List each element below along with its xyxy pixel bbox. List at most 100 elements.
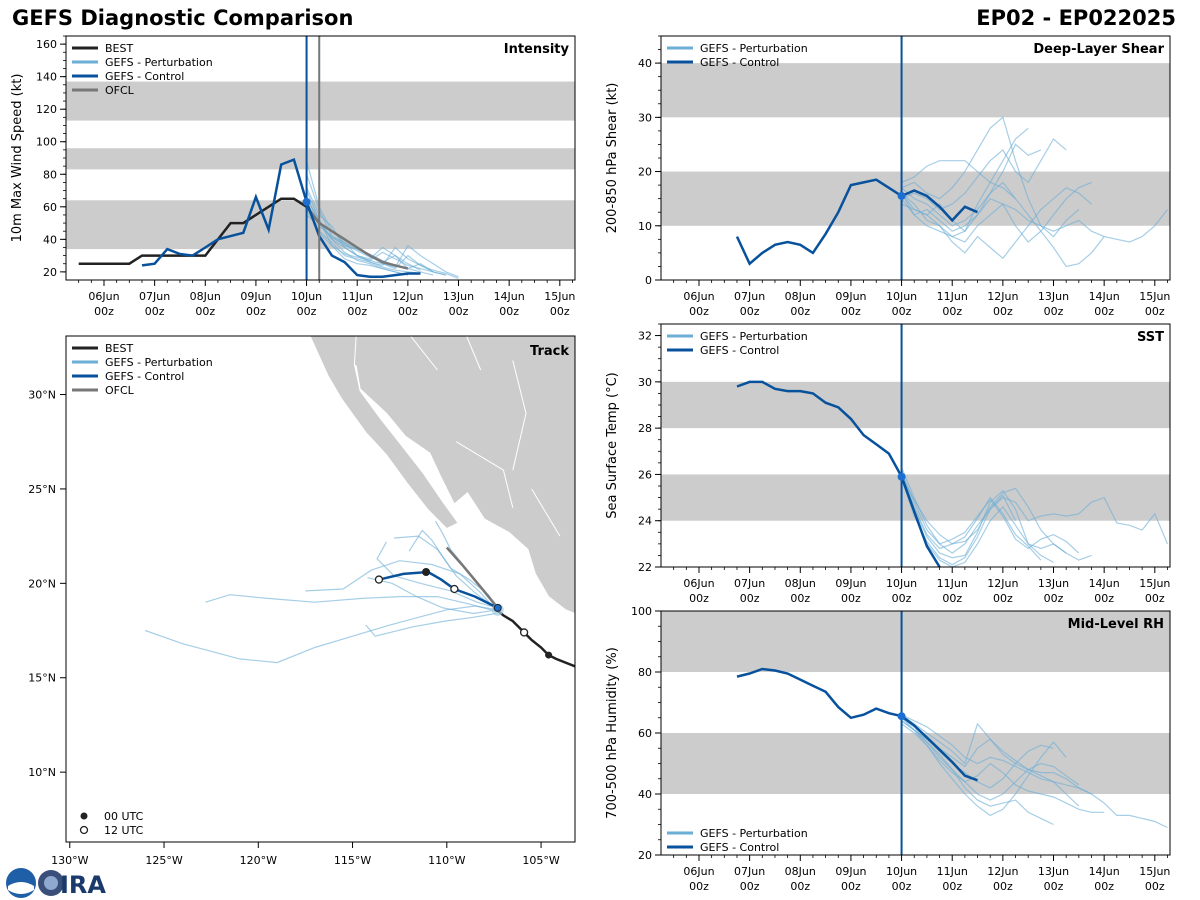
rh-x-tick-day: 08Jun xyxy=(785,865,816,878)
rh-y-tick-label: 60 xyxy=(638,727,652,740)
intensity-threshold-band xyxy=(66,148,575,170)
rh-legend-entry: GEFS - Control xyxy=(667,841,779,854)
cira-logo: IRA xyxy=(6,868,106,899)
rh-x-tick-day: 09Jun xyxy=(835,865,866,878)
shear-x-tick-hour: 00z xyxy=(740,305,760,318)
rh-x-tick-day: 07Jun xyxy=(734,865,765,878)
shear-plot-area xyxy=(661,36,1170,280)
sst-x-tick-hour: 00z xyxy=(689,592,709,605)
intensity-x-tick-day: 09Jun xyxy=(240,290,271,303)
rh-perturbation-line xyxy=(901,723,1105,813)
intensity-x-tick-hour: 00z xyxy=(449,305,469,318)
shear-y-tick-label: 30 xyxy=(638,111,652,124)
intensity-panel-title: Intensity xyxy=(504,42,570,57)
track-perturbation-line xyxy=(145,605,498,664)
sst-x-tick-day: 07Jun xyxy=(734,577,765,590)
track-ofcl-line xyxy=(445,546,499,609)
shear-x-tick-hour: 00z xyxy=(790,305,810,318)
rh-x-tick-day: 13Jun xyxy=(1038,865,1069,878)
shear-perturbation-line xyxy=(901,116,1080,238)
state-border xyxy=(409,336,438,371)
shear-x-tick-hour: 00z xyxy=(892,305,912,318)
marker-legend-swatch xyxy=(79,825,89,835)
shear-x-tick-hour: 00z xyxy=(993,305,1013,318)
intensity-perturbation-line xyxy=(306,214,459,279)
intensity-best-line xyxy=(78,197,321,265)
sst-plot-area xyxy=(661,324,1170,567)
sst-legend-entry: GEFS - Perturbation xyxy=(667,330,808,343)
track-x-tick-label: 110°W xyxy=(428,854,465,867)
intensity-perturbation-line xyxy=(306,187,434,276)
shear-perturbation-line xyxy=(901,160,1016,200)
legend-label: GEFS - Perturbation xyxy=(700,330,808,343)
shear-control-line xyxy=(735,178,978,266)
intensity-y-axis-label: 10m Max Wind Speed (kt) xyxy=(10,74,25,243)
track-best-00z-marker xyxy=(545,651,553,659)
track-y-tick-label: 10°N xyxy=(28,766,56,779)
shear-perturbation-line xyxy=(901,138,1067,211)
sst-y-tick-label: 26 xyxy=(638,468,652,481)
shear-init-point xyxy=(897,191,906,200)
track-y-tick-label: 15°N xyxy=(28,672,56,685)
intensity-plot-area xyxy=(66,36,575,280)
shear-x-tick-day: 07Jun xyxy=(734,290,765,303)
legend-label: BEST xyxy=(105,42,133,55)
rh-panel-title: Mid-Level RH xyxy=(1068,617,1164,632)
track-control-00z-marker xyxy=(493,603,502,612)
intensity-y-tick-label: 40 xyxy=(43,233,57,246)
track-legend-entry: GEFS - Perturbation xyxy=(72,356,213,369)
shear-legend-entry: GEFS - Control xyxy=(667,56,779,69)
rh-x-tick-hour: 00z xyxy=(1044,880,1064,893)
legend-label: GEFS - Control xyxy=(105,370,184,383)
intensity-control-line xyxy=(141,157,421,278)
noaa-wave-icon xyxy=(8,882,34,894)
intensity-x-tick-day: 08Jun xyxy=(190,290,221,303)
sst-x-tick-hour: 00z xyxy=(1094,592,1114,605)
rh-perturbation-line xyxy=(901,717,1067,817)
track-x-tick-label: 120°W xyxy=(240,854,277,867)
sst-frame xyxy=(660,323,1171,568)
sst-x-tick-day: 14Jun xyxy=(1089,577,1120,590)
shear-x-tick-day: 14Jun xyxy=(1089,290,1120,303)
sst-y-axis-label: Sea Surface Temp (°C) xyxy=(605,372,620,519)
sst-x-tick-hour: 00z xyxy=(790,592,810,605)
track-y-tick-label: 25°N xyxy=(28,483,56,496)
intensity-y-tick-label: 100 xyxy=(36,136,57,149)
track-x-tick-label: 115°W xyxy=(334,854,371,867)
track-legend-entry: BEST xyxy=(72,342,133,355)
sst-legend-entry: GEFS - Control xyxy=(667,344,779,357)
rh-perturbation-line xyxy=(901,714,1092,795)
rh-x-tick-hour: 00z xyxy=(942,880,962,893)
shear-panel-title: Deep-Layer Shear xyxy=(1033,42,1164,57)
sst-x-tick-day: 12Jun xyxy=(987,577,1018,590)
sst-x-tick-day: 11Jun xyxy=(937,577,968,590)
sst-x-tick-hour: 00z xyxy=(740,592,760,605)
marker-legend-label: 00 UTC xyxy=(104,810,144,823)
intensity-legend-entry: GEFS - Control xyxy=(72,70,184,83)
intensity-y-tick-label: 80 xyxy=(43,168,57,181)
sst-x-tick-day: 15Jun xyxy=(1139,577,1170,590)
sst-y-tick-label: 28 xyxy=(638,422,652,435)
state-border xyxy=(455,441,514,508)
shear-x-tick-day: 06Jun xyxy=(683,290,714,303)
cira-globe-inner-icon xyxy=(44,876,58,890)
shear-y-tick-label: 40 xyxy=(638,57,652,70)
rh-threshold-band xyxy=(661,733,1170,794)
track-plot-area xyxy=(145,336,575,668)
intensity-x-tick-day: 12Jun xyxy=(392,290,423,303)
rh-init-point xyxy=(897,712,906,721)
intensity-x-tick-day: 06Jun xyxy=(88,290,119,303)
intensity-x-tick-day: 14Jun xyxy=(494,290,525,303)
track-perturbation-line xyxy=(365,612,496,637)
track-perturbation-line xyxy=(376,541,498,609)
sst-y-tick-label: 22 xyxy=(638,561,652,574)
legend-label: GEFS - Perturbation xyxy=(700,42,808,55)
intensity-x-tick-day: 13Jun xyxy=(443,290,474,303)
legend-label: GEFS - Perturbation xyxy=(105,56,213,69)
intensity-legend-entry: GEFS - Perturbation xyxy=(72,56,213,69)
intensity-perturbation-line xyxy=(306,206,447,276)
intensity-x-tick-hour: 00z xyxy=(398,305,418,318)
sst-x-tick-day: 09Jun xyxy=(835,577,866,590)
track-y-tick-label: 20°N xyxy=(28,577,56,590)
